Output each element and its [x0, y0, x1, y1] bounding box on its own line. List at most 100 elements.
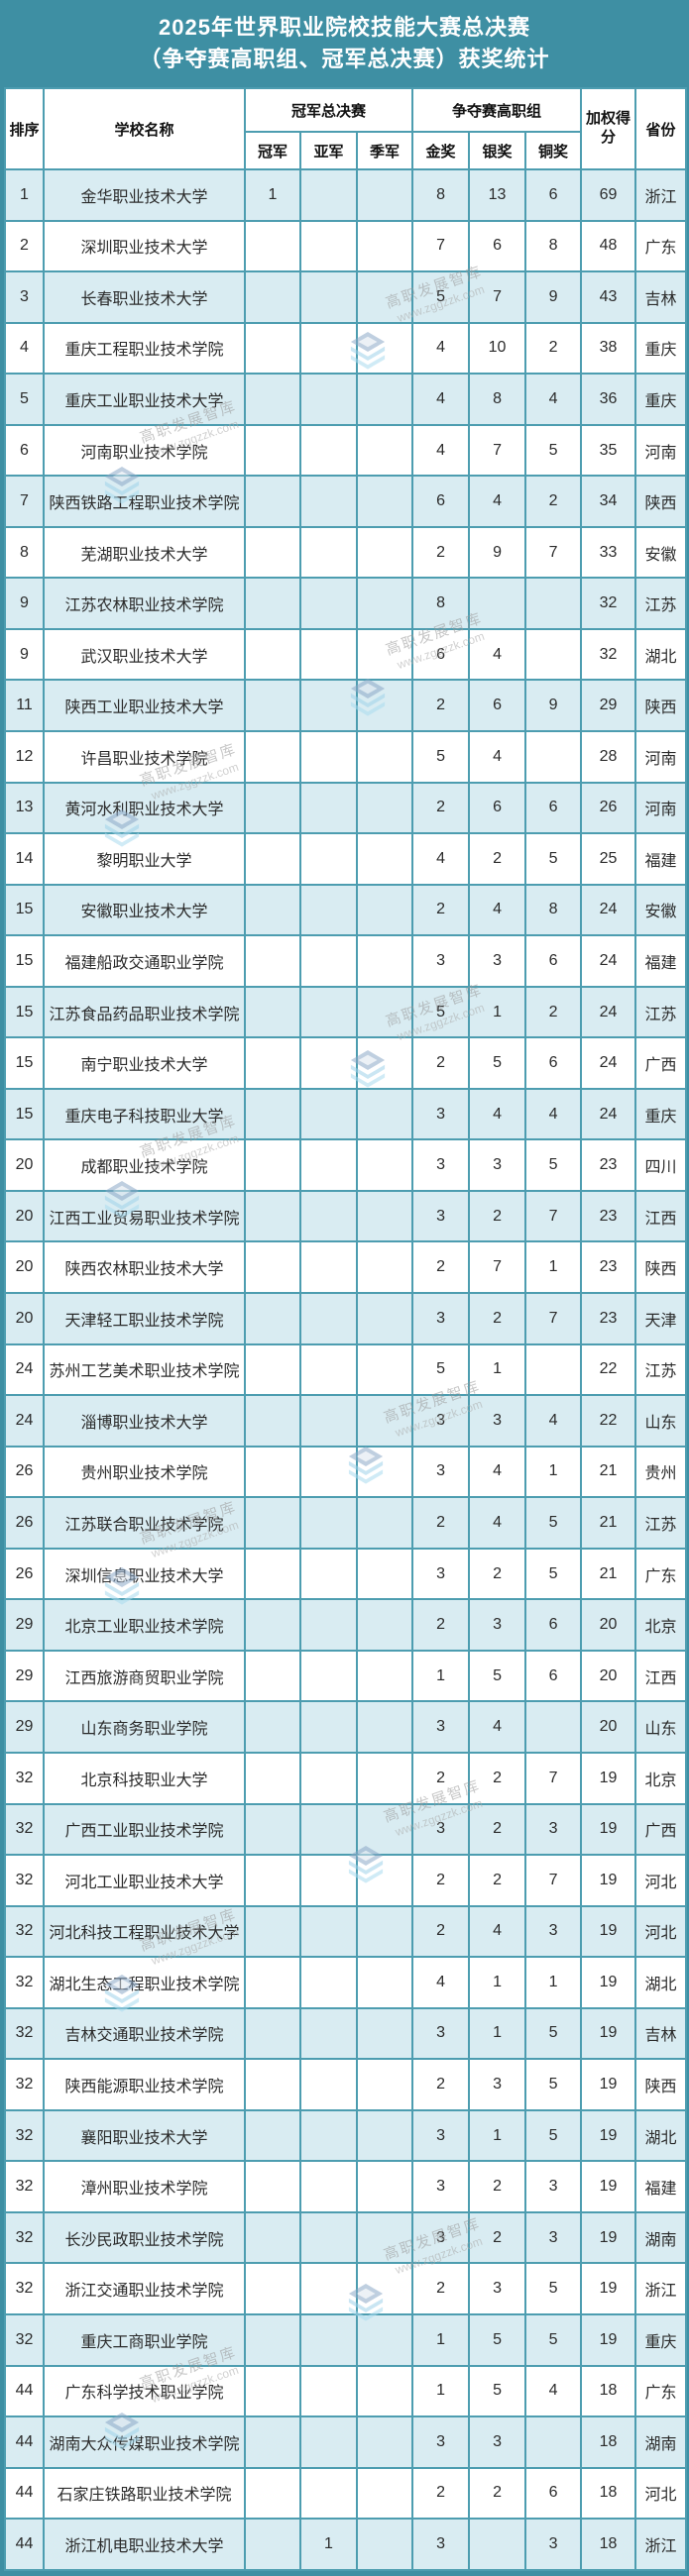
province-cell: 河南 [634, 423, 688, 478]
gold-cell: 5 [411, 270, 471, 324]
weighted-score-cell: 69 [580, 168, 637, 222]
champion-cell [244, 2160, 301, 2213]
school-cell: 天津轻工职业技术学院 [43, 1292, 246, 1345]
rank-cell: 44 [4, 2415, 45, 2469]
weighted-score-cell: 23 [580, 1189, 637, 1243]
table-row: 15 安徽职业技术大学 2 4 8 24 安徽 [4, 883, 688, 937]
gold-cell: 8 [411, 577, 471, 630]
header-champion-finals-group: 冠军总决赛 [243, 87, 414, 133]
silver-cell: 1 [468, 2006, 527, 2061]
weighted-score-cell: 26 [580, 781, 637, 835]
province-cell: 湖北 [634, 2108, 688, 2163]
gold-cell: 4 [411, 423, 471, 478]
bronze-cell [524, 1700, 583, 1754]
school-cell: 山东商务职业学院 [43, 1700, 246, 1754]
bronze-cell: 5 [524, 1496, 583, 1550]
table-row: 7 陕西铁路工程职业技术学院 6 4 2 34 陕西 [4, 475, 688, 528]
province-cell: 山东 [634, 1394, 688, 1448]
rank-cell: 15 [4, 883, 45, 937]
weighted-score-cell: 48 [580, 219, 637, 273]
rank-cell: 20 [4, 1292, 45, 1345]
silver-cell: 2 [468, 1751, 527, 1805]
rank-cell: 20 [4, 1240, 45, 1295]
rank-cell: 20 [4, 1189, 45, 1243]
header-gold: 金奖 [411, 131, 471, 170]
gold-cell: 1 [411, 1649, 471, 1703]
champion-cell [244, 832, 301, 886]
runner-up-cell [299, 577, 358, 630]
third-place-cell [355, 2006, 414, 2061]
gold-cell: 2 [411, 1854, 471, 1907]
runner-up-cell [299, 2058, 358, 2111]
silver-cell: 8 [468, 373, 527, 426]
gold-cell: 3 [411, 1087, 471, 1141]
rank-cell: 1 [4, 168, 45, 222]
weighted-score-cell: 19 [580, 1956, 637, 2009]
weighted-score-cell: 18 [580, 2415, 637, 2469]
school-cell: 深圳职业技术大学 [43, 219, 246, 273]
bronze-cell: 9 [524, 679, 583, 733]
champion-cell [244, 985, 301, 1039]
table-row: 32 湖北生态工程职业技术学院 4 1 1 19 湖北 [4, 1956, 688, 2009]
gold-cell: 3 [411, 1802, 471, 1857]
rank-cell: 32 [4, 2160, 45, 2213]
province-cell: 江苏 [634, 985, 688, 1039]
third-place-cell [355, 423, 414, 478]
runner-up-cell: 1 [299, 2518, 358, 2571]
weighted-score-cell: 20 [580, 1700, 637, 1754]
school-cell: 江苏农林职业技术学院 [43, 577, 246, 630]
school-cell: 重庆工商职业学院 [43, 2312, 246, 2367]
school-cell: 江西工业贸易职业技术学院 [43, 1189, 246, 1243]
school-cell: 江苏食品药品职业技术学院 [43, 985, 246, 1039]
school-cell: 北京工业职业技术学院 [43, 1598, 246, 1652]
champion-cell [244, 2466, 301, 2521]
runner-up-cell [299, 1087, 358, 1141]
champion-cell [244, 577, 301, 630]
table-row: 32 长沙民政职业技术学院 3 2 3 19 湖南 [4, 2210, 688, 2265]
bronze-cell: 7 [524, 525, 583, 580]
school-cell: 重庆电子科技职业大学 [43, 1087, 246, 1141]
third-place-cell [355, 781, 414, 835]
school-cell: 河北工业职业技术大学 [43, 1854, 246, 1907]
champion-cell [244, 1292, 301, 1345]
third-place-cell [355, 1342, 414, 1397]
silver-cell: 10 [468, 321, 527, 376]
gold-cell: 2 [411, 1904, 471, 1959]
runner-up-cell [299, 2210, 358, 2265]
table-row: 32 重庆工商职业学院 1 5 5 19 重庆 [4, 2312, 688, 2367]
province-cell: 北京 [634, 1598, 688, 1652]
school-cell: 陕西铁路工程职业技术学院 [43, 475, 246, 528]
province-cell: 湖北 [634, 627, 688, 682]
bronze-cell [524, 627, 583, 682]
bronze-cell: 5 [524, 2006, 583, 2061]
province-cell: 吉林 [634, 270, 688, 324]
third-place-cell [355, 1087, 414, 1141]
runner-up-cell [299, 270, 358, 324]
gold-cell: 3 [411, 2415, 471, 2469]
school-cell: 金华职业技术大学 [43, 168, 246, 222]
weighted-score-cell: 18 [580, 2518, 637, 2571]
runner-up-cell [299, 1189, 358, 1243]
table-row: 32 河北科技工程职业技术大学 2 4 3 19 河北 [4, 1904, 688, 1959]
province-cell: 湖北 [634, 1956, 688, 2009]
weighted-score-cell: 19 [580, 2108, 637, 2163]
champion-cell [244, 1700, 301, 1754]
gold-cell: 6 [411, 475, 471, 528]
third-place-cell [355, 1292, 414, 1345]
table-row: 32 陕西能源职业技术学院 2 3 5 19 陕西 [4, 2058, 688, 2111]
third-place-cell [355, 2210, 414, 2265]
weighted-score-cell: 38 [580, 321, 637, 376]
table-row: 9 武汉职业技术大学 6 4 32 湖北 [4, 627, 688, 682]
third-place-cell [355, 373, 414, 426]
third-place-cell [355, 730, 414, 784]
silver-cell: 4 [468, 1700, 527, 1754]
province-cell: 广西 [634, 1036, 688, 1090]
bronze-cell: 7 [524, 1751, 583, 1805]
runner-up-cell [299, 321, 358, 376]
champion-cell [244, 321, 301, 376]
runner-up-cell [299, 1700, 358, 1754]
province-cell: 河南 [634, 781, 688, 835]
bronze-cell: 5 [524, 2108, 583, 2163]
bronze-cell [524, 730, 583, 784]
third-place-cell [355, 2364, 414, 2418]
